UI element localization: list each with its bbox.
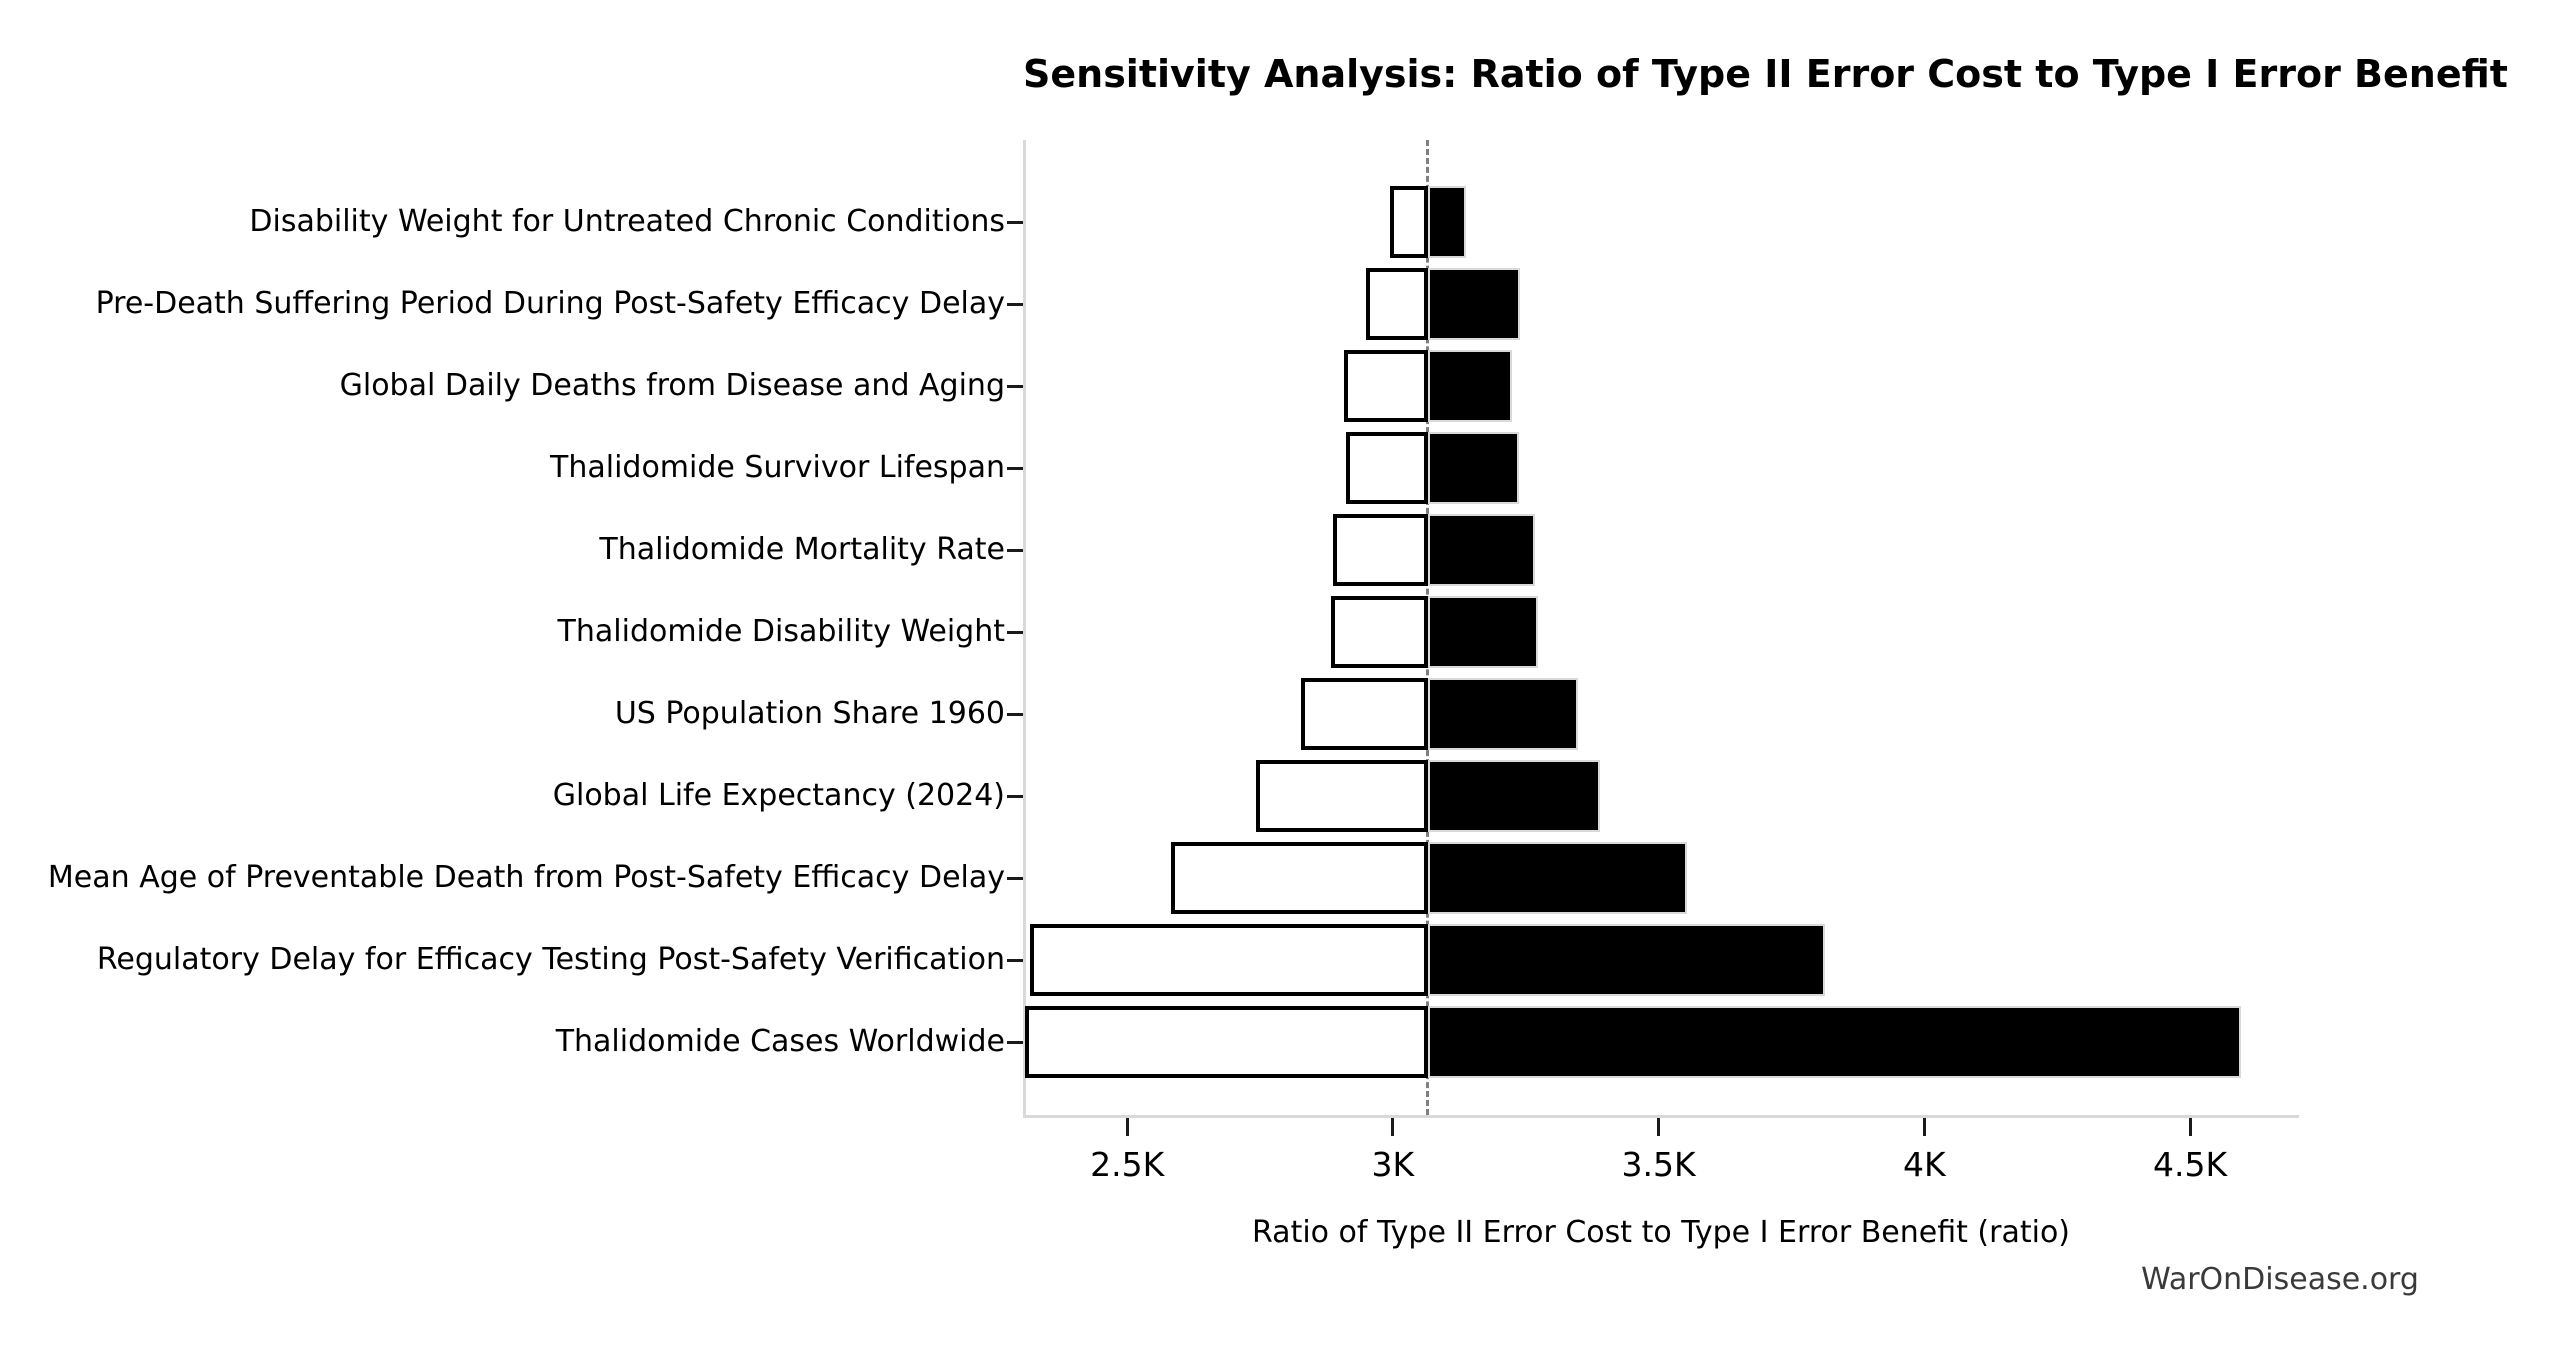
x-tick-label: 4K — [1903, 1145, 1946, 1184]
bar-high-segment — [1427, 1006, 2241, 1078]
bar-low-segment — [1170, 842, 1428, 914]
x-tick-label: 3K — [1371, 1145, 1415, 1184]
x-tick-mark — [1657, 1118, 1661, 1136]
y-tick-mark — [1007, 876, 1023, 880]
bar-high-segment — [1427, 432, 1519, 504]
y-axis-category-label: Regulatory Delay for Efficacy Testing Po… — [96, 942, 1005, 977]
y-tick-mark — [1007, 384, 1023, 388]
bar-low-segment — [1343, 350, 1428, 422]
y-axis-category-label: Mean Age of Preventable Death from Post-… — [47, 860, 1005, 895]
y-axis-category-label: Global Life Expectancy (2024) — [552, 778, 1005, 813]
y-tick-mark — [1007, 794, 1023, 798]
bar-high-segment — [1427, 268, 1520, 340]
y-axis-category-label: Global Daily Deaths from Disease and Agi… — [339, 368, 1005, 403]
y-tick-mark — [1007, 302, 1023, 306]
y-axis-category-label: Thalidomide Cases Worldwide — [555, 1024, 1005, 1059]
bar-low-segment — [1346, 432, 1428, 504]
y-tick-mark — [1007, 220, 1023, 224]
bar-high-segment — [1427, 186, 1466, 258]
y-tick-mark — [1007, 630, 1023, 634]
y-axis-category-label: Thalidomide Disability Weight — [557, 614, 1005, 649]
x-tick-mark — [1391, 1118, 1395, 1136]
x-tick-mark — [1125, 1118, 1129, 1136]
y-axis-spine — [1023, 140, 1026, 1115]
bar-low-segment — [1030, 924, 1428, 996]
bar-high-segment — [1427, 924, 1826, 996]
bar-high-segment — [1427, 596, 1539, 668]
x-axis-line — [1023, 1115, 2299, 1118]
y-tick-mark — [1007, 548, 1023, 552]
y-axis-category-label: Thalidomide Survivor Lifespan — [550, 450, 1005, 485]
bar-low-segment — [1025, 1006, 1428, 1078]
y-tick-mark — [1007, 712, 1023, 716]
x-tick-label: 4.5K — [2152, 1145, 2228, 1184]
bar-low-segment — [1332, 514, 1428, 586]
y-tick-mark — [1007, 1040, 1023, 1044]
chart-title: Sensitivity Analysis: Ratio of Type II E… — [1023, 52, 2508, 96]
bar-low-segment — [1365, 268, 1428, 340]
watermark-text: WarOnDisease.org — [2141, 1262, 2419, 1297]
x-tick-label: 2.5K — [1090, 1145, 1165, 1184]
bar-low-segment — [1300, 678, 1428, 750]
bar-low-segment — [1390, 186, 1428, 258]
x-tick-label: 3.5K — [1621, 1145, 1696, 1184]
y-tick-mark — [1007, 958, 1023, 962]
bar-low-segment — [1330, 596, 1428, 668]
x-axis-title: Ratio of Type II Error Cost to Type I Er… — [1252, 1215, 2070, 1250]
y-axis-category-label: Thalidomide Mortality Rate — [599, 532, 1005, 567]
bar-high-segment — [1427, 514, 1535, 586]
y-axis-category-label: US Population Share 1960 — [614, 696, 1005, 731]
bar-high-segment — [1427, 350, 1512, 422]
bar-high-segment — [1427, 760, 1601, 832]
y-axis-category-label: Pre-Death Suffering Period During Post-S… — [95, 286, 1005, 321]
bar-high-segment — [1427, 678, 1579, 750]
y-axis-category-label: Disability Weight for Untreated Chronic … — [249, 204, 1005, 239]
bar-low-segment — [1255, 760, 1428, 832]
x-tick-mark — [1922, 1118, 1926, 1136]
y-tick-mark — [1007, 466, 1023, 470]
bar-high-segment — [1427, 842, 1687, 914]
x-tick-mark — [2188, 1118, 2192, 1136]
